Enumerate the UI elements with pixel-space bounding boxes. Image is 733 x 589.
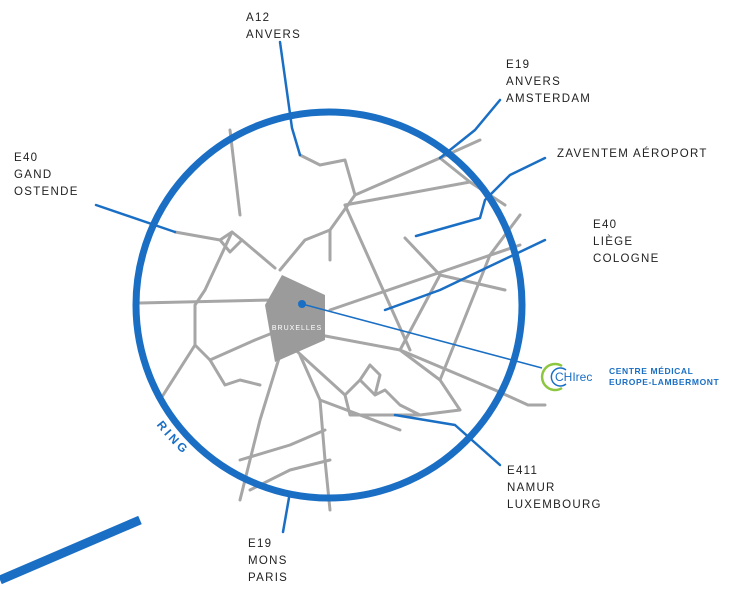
clinic-connector: [301, 303, 543, 369]
clinic-name-line2: EUROPE-LAMBERMONT: [609, 377, 720, 387]
road: [318, 333, 462, 417]
logo-wordmark: CHIrec: [555, 370, 592, 384]
clinic-logo: CHIrec CENTRE MÉDICAL EUROPE-LAMBERMONT: [540, 362, 720, 392]
connector-e19-north: [438, 98, 502, 160]
road: [228, 128, 242, 217]
label-e40-west: E40 GAND OSTENDE: [14, 152, 79, 198]
label-zaventem: ZAVENTEM AÉROPORT: [557, 147, 708, 160]
decorative-blue-stroke: [0, 515, 142, 585]
road: [438, 213, 522, 382]
connector-e411: [393, 413, 502, 467]
route-connectors: [94, 40, 547, 534]
road: [240, 238, 277, 270]
road: [193, 230, 234, 362]
road: [318, 398, 402, 432]
label-e19-north: E19 ANVERS AMSTERDAM: [506, 59, 591, 105]
connector-zaventem: [414, 156, 547, 238]
road: [208, 358, 262, 387]
road: [398, 348, 547, 407]
label-e40-east: E40 LIÈGE COLOGNE: [593, 219, 660, 265]
clinic-name-line1: CENTRE MÉDICAL: [609, 366, 693, 376]
ring-road: [132, 108, 526, 502]
road: [158, 343, 197, 402]
connector-e40-east: [383, 238, 547, 312]
road: [238, 353, 282, 502]
label-e19-south: E19 MONS PARIS: [248, 538, 292, 584]
road: [343, 378, 422, 417]
clinic-location-marker: [298, 300, 306, 308]
label-e411: E411 NAMUR LUXEMBOURG: [507, 465, 602, 511]
connector-a12: [278, 40, 302, 157]
road: [343, 203, 412, 352]
road: [238, 428, 327, 462]
road: [398, 236, 442, 352]
road: [288, 343, 347, 397]
city-center-label: BRUXELLES: [272, 325, 322, 332]
road: [343, 180, 472, 207]
road: [438, 273, 507, 292]
label-a12: A12 ANVERS: [246, 12, 301, 41]
road: [208, 328, 282, 362]
logo-swoosh: [540, 362, 563, 392]
route-labels: A12 ANVERS E19 ANVERS AMSTERDAM ZAVENTEM…: [14, 12, 708, 584]
road: [278, 153, 357, 272]
city-center-area: [265, 275, 325, 362]
road: [138, 298, 274, 305]
road: [438, 156, 507, 207]
connector-e19-south: [281, 490, 292, 534]
logo-swoosh-inner: [550, 367, 567, 387]
connector-e40-west: [94, 203, 177, 234]
